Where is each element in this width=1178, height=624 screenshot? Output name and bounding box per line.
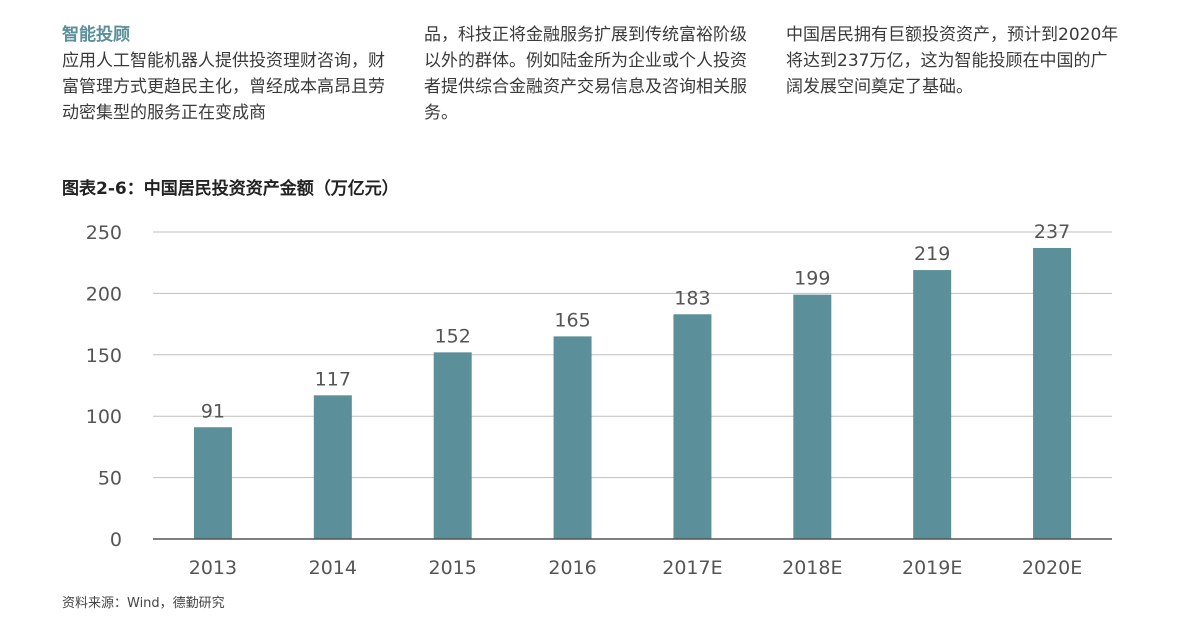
x-tick-label: 2019E	[902, 557, 962, 579]
x-tick-label: 2014	[309, 557, 357, 579]
data-label: 199	[794, 268, 830, 290]
bar	[553, 336, 592, 539]
section-title: 智能投顾	[62, 25, 130, 45]
figure-title: 图表2-6：中国居民投资资产金额（万亿元）	[62, 179, 399, 199]
bar	[673, 314, 712, 539]
bar	[793, 294, 832, 539]
x-tick-label: 2017E	[662, 557, 722, 579]
data-label: 117	[315, 368, 351, 390]
data-label: 152	[435, 325, 471, 347]
data-label: 237	[1034, 221, 1070, 243]
y-tick-label: 50	[98, 468, 122, 490]
text-column-2: 品，科技正将金融服务扩展到传统富裕阶级以外的群体。例如陆金所为企业或个人投资者提…	[424, 22, 759, 126]
data-label: 91	[201, 400, 225, 422]
source-note: 资料来源：Wind，德勤研究	[62, 596, 225, 611]
bar	[433, 352, 472, 539]
column-1-text: 应用人工智能机器人提供投资理财咨询，财富管理方式更趋民主化，曾经成本高昂且劳动密…	[62, 51, 385, 123]
bar	[313, 395, 352, 539]
data-label: 165	[554, 309, 590, 331]
column-2-text: 品，科技正将金融服务扩展到传统富裕阶级以外的群体。例如陆金所为企业或个人投资者提…	[424, 25, 747, 123]
y-tick-label: 150	[86, 345, 122, 367]
x-tick-label: 2018E	[782, 557, 842, 579]
data-label: 219	[914, 243, 950, 265]
bar	[913, 270, 952, 539]
data-label: 183	[674, 287, 710, 309]
text-column-3: 中国居民拥有巨额投资资产，预计到2020年将达到237万亿，这为智能投顾在中国的…	[786, 22, 1121, 100]
x-tick-label: 2020E	[1022, 557, 1082, 579]
x-tick-label: 2013	[189, 557, 237, 579]
x-tick-label: 2016	[548, 557, 596, 579]
bar	[1033, 247, 1072, 540]
y-tick-label: 250	[86, 222, 122, 244]
column-3-text: 中国居民拥有巨额投资资产，预计到2020年将达到237万亿，这为智能投顾在中国的…	[786, 25, 1119, 97]
y-tick-label: 100	[86, 406, 122, 428]
y-tick-label: 200	[86, 283, 122, 305]
y-tick-label: 0	[110, 529, 122, 551]
text-column-1: 智能投顾 应用人工智能机器人提供投资理财咨询，财富管理方式更趋民主化，曾经成本高…	[62, 22, 397, 126]
x-tick-label: 2015	[429, 557, 477, 579]
bar	[193, 427, 232, 539]
